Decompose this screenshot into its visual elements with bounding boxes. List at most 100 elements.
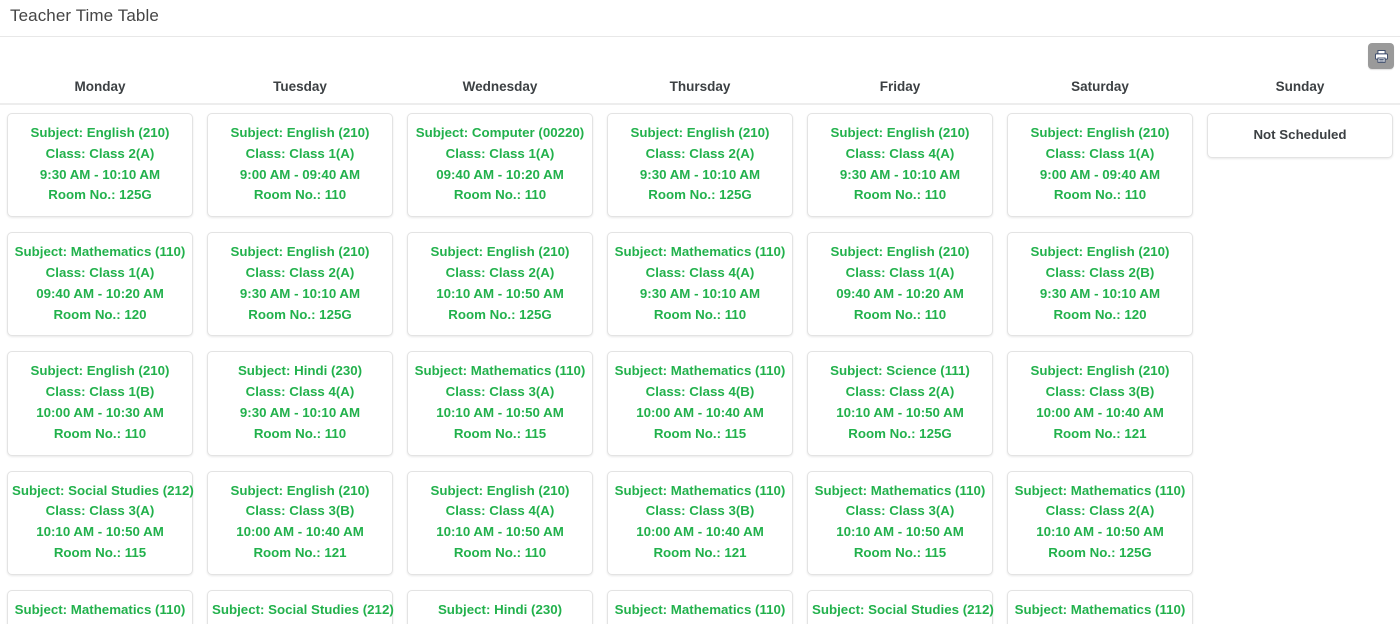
entry-time: 10:10 AM - 10:50 AM [836, 524, 964, 540]
entry-class: Class: Class 2(B) [1045, 264, 1155, 280]
entry-class: Class: Class 4(A) [245, 384, 355, 400]
entry-subject: Subject: English (210) [830, 125, 970, 140]
schedule-entry-card[interactable]: Subject: English (210) Class: Class 4(A)… [407, 470, 593, 575]
entry-subject: Subject: English (210) [1030, 244, 1170, 260]
timetable-cell: Subject: English (210) Class: Class 4(A)… [800, 104, 1000, 224]
entry-time: 10:00 AM - 10:40 AM [636, 524, 764, 540]
schedule-entry-card[interactable]: Subject: Hindi (230) Class: Class 4(A) 9… [207, 351, 393, 456]
schedule-entry-card[interactable]: Subject: Mathematics (110) Class: Class … [607, 589, 793, 624]
entry-class: Class: Class 3(B) [645, 503, 755, 519]
timetable-cell: Subject: Science (111) Class: Class 2(A)… [800, 343, 1000, 462]
entry-room: Room No.: 120 [1053, 306, 1147, 322]
timetable-cell: Subject: Mathematics (110) Class: Class … [400, 343, 600, 462]
schedule-entry-card[interactable]: Subject: Social Studies (212) Class: Cla… [207, 589, 394, 624]
day-header-saturday: Saturday [1000, 75, 1200, 105]
entry-room: Room No.: 110 [453, 187, 547, 203]
timetable-cell: Subject: Computer (00220) Class: Class 1… [400, 104, 600, 224]
entry-subject: Subject: Mathematics (110) [14, 601, 186, 617]
timetable-table: Monday Tuesday Wednesday Thursday Friday… [0, 75, 1400, 624]
entry-subject: Subject: English (210) [430, 244, 570, 260]
entry-subject: Subject: English (210) [1030, 363, 1170, 379]
table-row: Subject: Social Studies (212) Class: Cla… [0, 463, 1400, 582]
entry-class: Class: Class 3(B) [1045, 384, 1155, 400]
timetable-cell: Subject: Mathematics (110) Class: Class … [0, 224, 200, 343]
timetable-cell: Subject: Social Studies (212) Class: Cla… [800, 582, 1000, 624]
table-row: Subject: Mathematics (110) Class: Class … [0, 582, 1400, 624]
timetable-cell: Subject: Mathematics (110) Class: Class … [600, 343, 800, 462]
schedule-entry-card[interactable]: Subject: Mathematics (110) Class: Class … [1007, 589, 1193, 624]
print-button[interactable] [1368, 43, 1394, 69]
schedule-entry-card[interactable]: Subject: English (210) Class: Class 3(B)… [207, 470, 393, 575]
entry-subject: Subject: Computer (00220) [415, 125, 585, 140]
schedule-entry-card[interactable]: Subject: Mathematics (110) Class: Class … [7, 589, 193, 624]
entry-room: Room No.: 110 [253, 187, 347, 203]
entry-class: Class: Class 3(A) [212, 621, 388, 624]
entry-class: Class: Class 4(A) [645, 264, 755, 280]
schedule-entry-card[interactable]: Subject: Mathematics (110) Class: Class … [607, 232, 793, 337]
entry-time: 09:40 AM - 10:20 AM [836, 285, 964, 301]
day-header-tuesday: Tuesday [200, 75, 400, 105]
schedule-entry-card[interactable]: Subject: English (210) Class: Class 1(A)… [1007, 113, 1193, 218]
entry-time: 9:30 AM - 10:10 AM [1039, 285, 1161, 301]
schedule-entry-card[interactable]: Subject: English (210) Class: Class 3(B)… [1007, 351, 1193, 456]
timetable-cell: Subject: English (210) Class: Class 2(A)… [200, 224, 400, 343]
entry-subject: Subject: Social Studies (212) [12, 482, 194, 498]
timetable-cell-empty [1200, 343, 1400, 462]
schedule-entry-card[interactable]: Subject: Science (111) Class: Class 2(A)… [807, 351, 993, 456]
schedule-entry-card[interactable]: Subject: Mathematics (110) Class: Class … [407, 351, 593, 456]
entry-class: Class: Class 2(A) [1045, 503, 1155, 519]
day-header-friday: Friday [800, 75, 1000, 105]
entry-class: Class: Class 1(A) [45, 264, 155, 280]
entry-time: 9:30 AM - 10:10 AM [839, 166, 961, 182]
timetable-cell: Subject: English (210) Class: Class 1(A)… [800, 224, 1000, 343]
entry-class: Class: Class 1(A) [445, 145, 555, 161]
schedule-entry-card[interactable]: Subject: English (210) Class: Class 2(A)… [207, 232, 393, 337]
entry-subject: Subject: English (210) [230, 244, 370, 260]
entry-class: Class: Class 4(B) [645, 384, 755, 400]
entry-subject: Subject: English (210) [230, 482, 370, 498]
timetable-cell: Subject: English (210) Class: Class 1(B)… [0, 343, 200, 462]
entry-subject: Subject: Hindi (230) [237, 363, 363, 379]
day-header-wednesday: Wednesday [400, 75, 600, 105]
table-row: Subject: English (210) Class: Class 1(B)… [0, 343, 1400, 462]
entry-subject: Subject: Mathematics (110) [614, 244, 786, 260]
entry-class: Class: Class 1(A) [245, 145, 355, 161]
schedule-entry-card[interactable]: Subject: English (210) Class: Class 1(A)… [807, 232, 993, 337]
title-divider [0, 36, 1400, 37]
schedule-entry-card[interactable]: Subject: English (210) Class: Class 1(A)… [207, 113, 393, 218]
schedule-entry-card[interactable]: Subject: English (210) Class: Class 2(A)… [407, 232, 593, 337]
schedule-entry-card[interactable]: Subject: Mathematics (110) Class: Class … [607, 351, 793, 456]
entry-subject: Subject: Mathematics (110) [614, 601, 786, 617]
entry-class: Class: Class 1(B) [45, 384, 155, 400]
entry-time: 9:30 AM - 10:10 AM [239, 285, 361, 301]
entry-subject: Subject: Social Studies (212) [812, 601, 994, 617]
entry-subject: Subject: Mathematics (110) [1014, 482, 1186, 498]
schedule-entry-card[interactable]: Subject: Hindi (230) Class: Class 4(B) 1… [407, 589, 593, 624]
schedule-entry-card[interactable]: Subject: English (210) Class: Class 2(B)… [1007, 232, 1193, 337]
schedule-entry-card[interactable]: Subject: Mathematics (110) Class: Class … [607, 470, 793, 575]
entry-room: Room No.: 115 [653, 425, 747, 441]
schedule-entry-card[interactable]: Subject: English (210) Class: Class 4(A)… [807, 113, 993, 218]
timetable-cell: Subject: English (210) Class: Class 2(B)… [1000, 224, 1200, 343]
schedule-entry-card[interactable]: Subject: Mathematics (110) Class: Class … [7, 232, 193, 337]
timetable-cell-empty [1200, 224, 1400, 343]
schedule-entry-card[interactable]: Subject: Computer (00220) Class: Class 1… [407, 113, 593, 218]
entry-class: Class: Class 3(A) [845, 503, 955, 519]
entry-room: Room No.: 110 [1053, 187, 1147, 203]
timetable-cell-empty [1200, 463, 1400, 582]
schedule-entry-card[interactable]: Subject: Mathematics (110) Class: Class … [1007, 470, 1193, 575]
entry-room: Room No.: 110 [853, 306, 947, 322]
timetable-cell: Subject: Hindi (230) Class: Class 4(B) 1… [400, 582, 600, 624]
entry-class: Class: Class 4(B) [812, 621, 988, 624]
timetable-cell: Subject: English (210) Class: Class 1(A)… [200, 104, 400, 224]
schedule-entry-card[interactable]: Subject: English (210) Class: Class 2(A)… [7, 113, 193, 218]
schedule-entry-card[interactable]: Subject: English (210) Class: Class 1(B)… [7, 351, 193, 456]
entry-class: Class: Class 1(A) [1045, 145, 1155, 161]
schedule-entry-card[interactable]: Subject: Mathematics (110) Class: Class … [807, 470, 993, 575]
schedule-entry-card[interactable]: Subject: Social Studies (212) Class: Cla… [807, 589, 994, 624]
schedule-entry-card[interactable]: Subject: English (210) Class: Class 2(A)… [607, 113, 793, 218]
entry-subject: Subject: English (210) [1030, 125, 1170, 140]
schedule-entry-card[interactable]: Subject: Social Studies (212) Class: Cla… [7, 470, 194, 575]
entry-class: Class: Class 3(A) [1012, 621, 1188, 624]
entry-class: Class: Class 3(A) [45, 503, 155, 519]
